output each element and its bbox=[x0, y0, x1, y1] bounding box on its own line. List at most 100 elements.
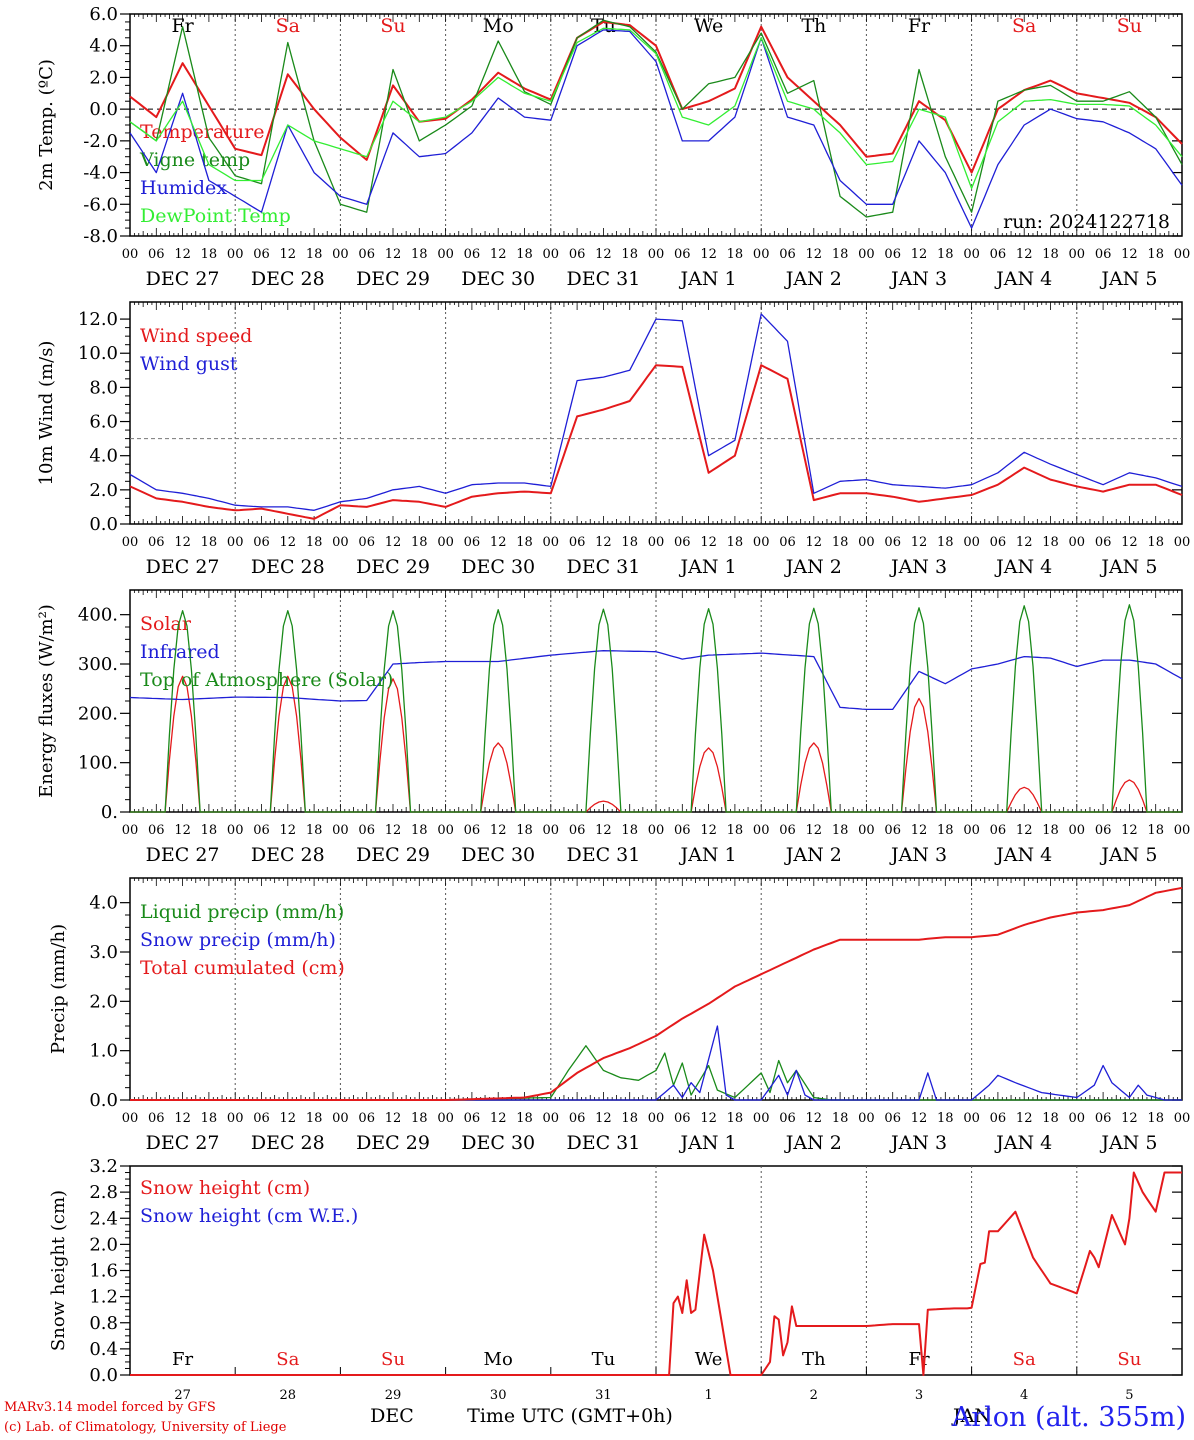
x-day-number: 29 bbox=[385, 1388, 402, 1403]
legend-entry: Liquid precip (mm/h) bbox=[140, 901, 344, 923]
x-hour-label: 18 bbox=[1042, 247, 1059, 262]
x-date-label: DEC 31 bbox=[566, 268, 640, 290]
legend-entry: Snow precip (mm/h) bbox=[140, 929, 336, 951]
series-temp-0 bbox=[129, 20, 1183, 174]
x-hour-label: 12 bbox=[1016, 823, 1033, 838]
y-tick-label: 400. bbox=[78, 605, 118, 626]
credit-model: MARv3.14 model forced by GFS bbox=[4, 1400, 216, 1415]
x-hour-label: 06 bbox=[358, 1111, 375, 1126]
x-hour-label: 06 bbox=[253, 1111, 270, 1126]
x-hour-label: 12 bbox=[1121, 1111, 1138, 1126]
x-hour-label: 00 bbox=[122, 247, 139, 262]
x-hour-label: 06 bbox=[148, 535, 165, 550]
legend-entry: Snow height (cm) bbox=[140, 1177, 310, 1199]
x-hour-label: 18 bbox=[306, 823, 323, 838]
y-tick-label: 0.8 bbox=[89, 1313, 118, 1334]
y-tick-label: 10.0 bbox=[78, 343, 118, 364]
x-hour-label: 00 bbox=[1069, 823, 1086, 838]
x-hour-label: 00 bbox=[227, 1111, 244, 1126]
legend-entry: Snow height (cm W.E.) bbox=[140, 1205, 358, 1227]
x-hour-label: 18 bbox=[306, 247, 323, 262]
x-hour-label: 06 bbox=[779, 535, 796, 550]
x-hour-label: 06 bbox=[464, 535, 481, 550]
x-hour-label: 12 bbox=[806, 823, 823, 838]
x-date-label: DEC 27 bbox=[146, 556, 220, 578]
day-name: Su bbox=[1117, 15, 1142, 37]
x-hour-label: 18 bbox=[411, 535, 428, 550]
x-date-label: DEC 31 bbox=[566, 844, 640, 866]
series-wind-1 bbox=[129, 313, 1183, 511]
x-hour-label: 18 bbox=[1147, 247, 1164, 262]
x-hour-label: 06 bbox=[990, 535, 1007, 550]
x-hour-label: 00 bbox=[963, 247, 980, 262]
day-name: Fr bbox=[171, 15, 194, 37]
x-hour-label: 00 bbox=[437, 247, 454, 262]
x-hour-label: 06 bbox=[884, 247, 901, 262]
y-tick-label: -6.0 bbox=[83, 194, 118, 215]
y-tick-label: 2.8 bbox=[89, 1182, 118, 1203]
x-day-number: 1 bbox=[704, 1388, 712, 1403]
x-hour-label: 12 bbox=[595, 535, 612, 550]
x-date-label: DEC 31 bbox=[566, 1132, 640, 1154]
x-hour-label: 06 bbox=[884, 1111, 901, 1126]
x-hour-label: 12 bbox=[385, 823, 402, 838]
x-hour-label: 06 bbox=[358, 823, 375, 838]
y-tick-label: 100. bbox=[78, 753, 118, 774]
x-hour-label: 06 bbox=[464, 823, 481, 838]
day-name: Th bbox=[802, 1349, 826, 1370]
y-tick-label: 3.2 bbox=[89, 1156, 118, 1177]
x-hour-label: 06 bbox=[358, 247, 375, 262]
x-hour-label: 18 bbox=[727, 1111, 744, 1126]
legend-entry: Humidex bbox=[140, 177, 227, 199]
x-hour-label: 12 bbox=[280, 1111, 297, 1126]
x-hour-label: 12 bbox=[490, 535, 507, 550]
x-hour-label: 12 bbox=[911, 247, 928, 262]
x-hour-label: 00 bbox=[227, 247, 244, 262]
day-name: Mo bbox=[484, 1349, 513, 1370]
x-hour-label: 06 bbox=[1095, 247, 1112, 262]
x-hour-label: 06 bbox=[253, 247, 270, 262]
panel-snow: 3.2 2.8 2.4 2.0 1.6 1.2 0.8 0.4 0.0 Snow height (… bbox=[48, 1156, 1183, 1427]
y-axis-label: 10m Wind (m/s) bbox=[36, 341, 57, 486]
x-hour-label: 18 bbox=[516, 823, 533, 838]
x-hour-label: 12 bbox=[490, 1111, 507, 1126]
x-hour-label: 00 bbox=[963, 1111, 980, 1126]
x-hour-label: 18 bbox=[937, 823, 954, 838]
y-tick-label: 0.0 bbox=[89, 1365, 118, 1386]
x-date-label: JAN 3 bbox=[889, 556, 947, 578]
x-date-label: JAN 3 bbox=[889, 268, 947, 290]
day-name: Sa bbox=[276, 1349, 299, 1370]
x-date-label: DEC 29 bbox=[356, 556, 430, 578]
x-date-label: DEC 27 bbox=[146, 844, 220, 866]
day-name: Tu bbox=[592, 1349, 616, 1370]
y-tick-label: 0.0 bbox=[89, 1090, 118, 1111]
x-date-label: DEC 27 bbox=[146, 1132, 220, 1154]
y-tick-label: 0.4 bbox=[89, 1339, 118, 1360]
x-hour-label: 00 bbox=[648, 535, 665, 550]
series-temp-1 bbox=[129, 19, 1183, 218]
series-wind-0 bbox=[129, 364, 1183, 520]
x-hour-label: 06 bbox=[253, 823, 270, 838]
x-hour-label: 06 bbox=[990, 247, 1007, 262]
x-hour-label: 18 bbox=[937, 535, 954, 550]
x-date-label: JAN 1 bbox=[679, 556, 737, 578]
x-hour-label: 18 bbox=[516, 1111, 533, 1126]
y-tick-label: 12.0 bbox=[78, 309, 118, 330]
day-name: Su bbox=[1117, 1349, 1141, 1370]
x-hour-label: 00 bbox=[227, 535, 244, 550]
x-hour-label: 00 bbox=[543, 823, 560, 838]
x-date-label: DEC 27 bbox=[146, 268, 220, 290]
x-hour-label: 00 bbox=[1174, 1111, 1191, 1126]
x-hour-label: 00 bbox=[648, 1111, 665, 1126]
x-hour-label: 00 bbox=[437, 1111, 454, 1126]
day-name: Fr bbox=[908, 15, 931, 37]
day-name: Fr bbox=[172, 1349, 193, 1370]
x-hour-label: 00 bbox=[122, 823, 139, 838]
y-tick-label: -4.0 bbox=[83, 163, 118, 184]
x-hour-label: 00 bbox=[332, 1111, 349, 1126]
day-name: Sa bbox=[1013, 1349, 1036, 1370]
x-hour-label: 12 bbox=[911, 535, 928, 550]
x-day-number: 28 bbox=[280, 1388, 297, 1403]
y-tick-label: 2.0 bbox=[89, 991, 118, 1012]
x-hour-label: 00 bbox=[437, 823, 454, 838]
